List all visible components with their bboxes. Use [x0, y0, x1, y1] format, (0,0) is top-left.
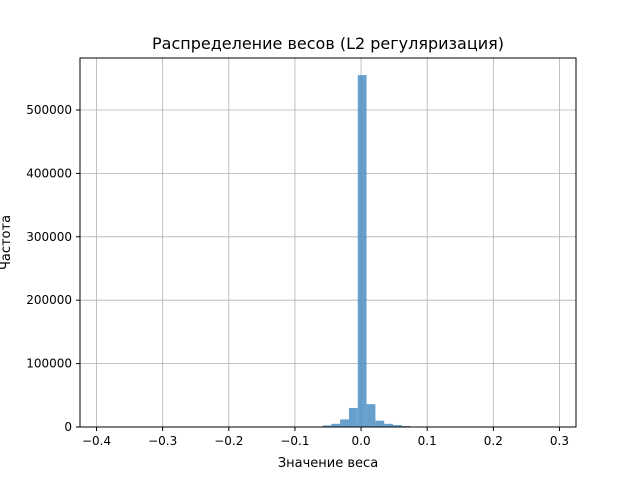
histogram-bar — [366, 404, 376, 427]
histogram-bar — [375, 420, 385, 427]
histogram-bar — [393, 425, 402, 427]
histogram-bar — [331, 423, 341, 427]
histogram-bar — [322, 425, 332, 427]
x-tick-label: −0.2 — [214, 434, 243, 448]
y-axis-label: Частота — [0, 215, 14, 270]
x-axis-label: Значение веса — [278, 456, 378, 471]
y-tick-label: 500000 — [26, 103, 72, 117]
y-tick-label: 100000 — [26, 357, 72, 371]
histogram-bar — [340, 419, 349, 427]
ticks-layer: −0.4 −0.3 −0.2 −0.1 0.0 0.1 0.2 0.3 0 100000 20000… — [26, 103, 569, 448]
axes-frame — [79, 57, 577, 428]
y-tick-label: 300000 — [26, 230, 72, 244]
chart-title: Распределение весов (L2 регуляризация) — [152, 34, 504, 53]
x-tick-label: 0.2 — [484, 434, 503, 448]
histogram-bar — [357, 75, 367, 427]
x-tick-label: −0.3 — [148, 434, 177, 448]
x-tick-label: 0.0 — [352, 434, 371, 448]
histogram-bar — [384, 423, 394, 427]
x-tick-label: −0.4 — [82, 434, 111, 448]
x-tick-label: 0.3 — [550, 434, 569, 448]
y-tick-label: 0 — [64, 420, 72, 434]
x-tick-label: −0.1 — [280, 434, 309, 448]
histogram-bar — [348, 407, 358, 427]
y-tick-label: 400000 — [26, 166, 72, 180]
y-tick-label: 200000 — [26, 293, 72, 307]
x-tick-label: 0.1 — [418, 434, 437, 448]
